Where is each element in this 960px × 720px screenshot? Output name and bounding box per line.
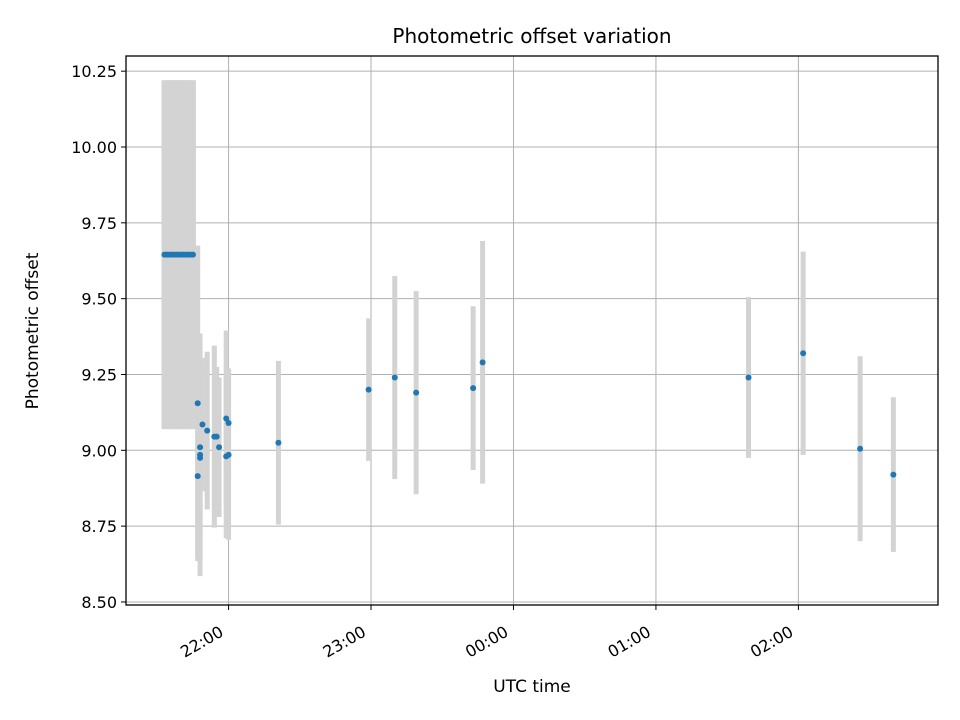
y-tick-label: 10.00 xyxy=(71,138,117,157)
data-point xyxy=(204,427,211,434)
y-tick-label: 9.00 xyxy=(81,441,117,460)
data-point xyxy=(479,359,486,366)
data-point xyxy=(890,471,897,478)
y-tick-label: 9.25 xyxy=(81,365,117,384)
data-point xyxy=(365,386,372,393)
data-point xyxy=(275,439,282,446)
data-point xyxy=(216,444,223,451)
data-point xyxy=(391,374,398,381)
y-tick-label: 9.50 xyxy=(81,290,117,309)
data-point xyxy=(223,415,230,422)
y-tick-label: 8.75 xyxy=(81,517,117,536)
data-point xyxy=(800,350,807,357)
plot-frame xyxy=(125,55,939,606)
data-point xyxy=(199,421,206,428)
data-point xyxy=(194,400,201,407)
data-point xyxy=(194,473,201,480)
y-tick-label: 8.50 xyxy=(81,593,117,612)
data-point xyxy=(189,251,196,258)
data-point xyxy=(213,433,220,440)
y-axis-label: Photometric offset xyxy=(23,252,43,409)
data-point xyxy=(197,451,204,458)
data-point xyxy=(470,385,477,392)
data-point xyxy=(197,444,204,451)
data-point xyxy=(857,445,864,452)
data-point xyxy=(413,389,420,396)
x-axis-label: UTC time xyxy=(493,677,571,697)
data-point xyxy=(225,451,232,458)
y-tick-label: 9.75 xyxy=(81,214,117,233)
data-point xyxy=(745,374,752,381)
y-tick-label: 10.25 xyxy=(71,62,117,81)
chart-title: Photometric offset variation xyxy=(392,24,671,48)
data-point xyxy=(225,420,232,427)
y-axis: 8.50 8.75 9.00 9.25 9.50 9.75 10.00 10.25 xyxy=(71,62,126,612)
data-points xyxy=(161,251,897,480)
